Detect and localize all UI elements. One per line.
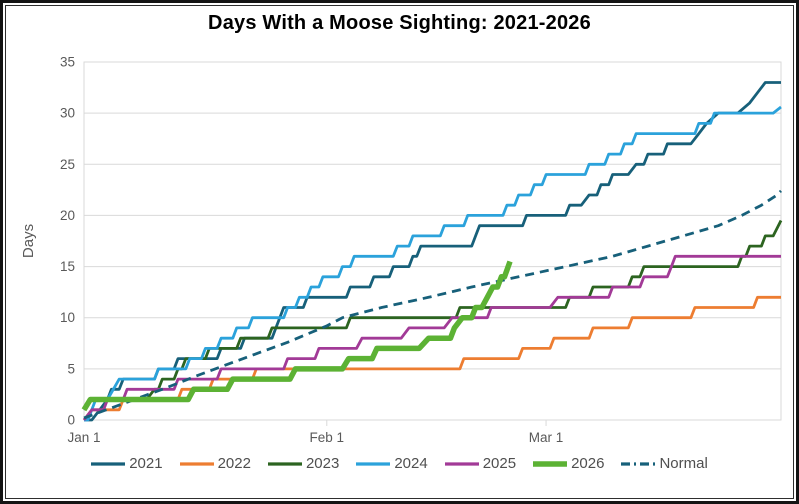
legend-label-normal: Normal: [659, 455, 708, 472]
y-tick-label-15: 15: [60, 259, 75, 274]
legend-label-2025: 2025: [482, 455, 517, 472]
legend-swatch-2023: [267, 461, 302, 466]
y-tick-label-35: 35: [60, 55, 75, 70]
legend-item-2024: 2024: [356, 455, 428, 472]
legend-swatch-normal: [621, 461, 656, 466]
legend-item-2023: 2023: [267, 455, 340, 472]
series-line-2026: [81, 260, 513, 412]
chart-title: Days With a Moose Sighting: 2021-2026: [208, 12, 591, 34]
legend-item-2022: 2022: [179, 455, 251, 472]
x-tick-label-feb-1: Feb 1: [310, 430, 345, 445]
x-tick-label-mar-1: Mar 1: [529, 430, 564, 445]
legend-swatch-2021: [91, 461, 126, 466]
y-axis-title: Days: [20, 224, 37, 258]
series-line-2023: [82, 219, 783, 411]
legend-label-2022: 2022: [217, 455, 251, 472]
legend-label-2021: 2021: [129, 455, 163, 472]
legend-item-normal: Normal: [621, 455, 708, 472]
legend-swatch-2022: [179, 461, 214, 466]
legend-swatch-2025: [444, 461, 479, 466]
series-line-normal: [83, 189, 783, 420]
legend-label-2026: 2026: [571, 455, 605, 472]
series-line-2021: [84, 81, 781, 422]
legend-swatch-2026: [533, 460, 568, 467]
y-tick-label-20: 20: [60, 208, 75, 223]
legend-item-2025: 2025: [444, 455, 517, 472]
legend-item-2021: 2021: [91, 455, 163, 472]
y-tick-label-25: 25: [60, 157, 75, 172]
y-tick-label-10: 10: [60, 310, 75, 325]
legend-item-2026: 2026: [533, 455, 604, 472]
legend-label-2024: 2024: [394, 455, 428, 472]
series-line-2024: [84, 105, 782, 422]
series-line-2025: [82, 254, 781, 421]
x-tick-label-jan-1: Jan 1: [67, 430, 100, 445]
legend-swatch-2024: [356, 461, 391, 466]
y-tick-label-30: 30: [60, 106, 75, 121]
plot-border: [83, 61, 782, 421]
plot-area: Jan 1 Feb 1 Mar 1 0 5 10 15 20 25 30 35 Days: [20, 55, 783, 445]
chart-legend: 2021 2022 2023 2024 2025 2026 Normal: [3, 455, 796, 472]
legend-label-2023: 2023: [305, 455, 340, 472]
y-tick-label-5: 5: [67, 361, 75, 376]
y-tick-label-0: 0: [67, 413, 75, 428]
